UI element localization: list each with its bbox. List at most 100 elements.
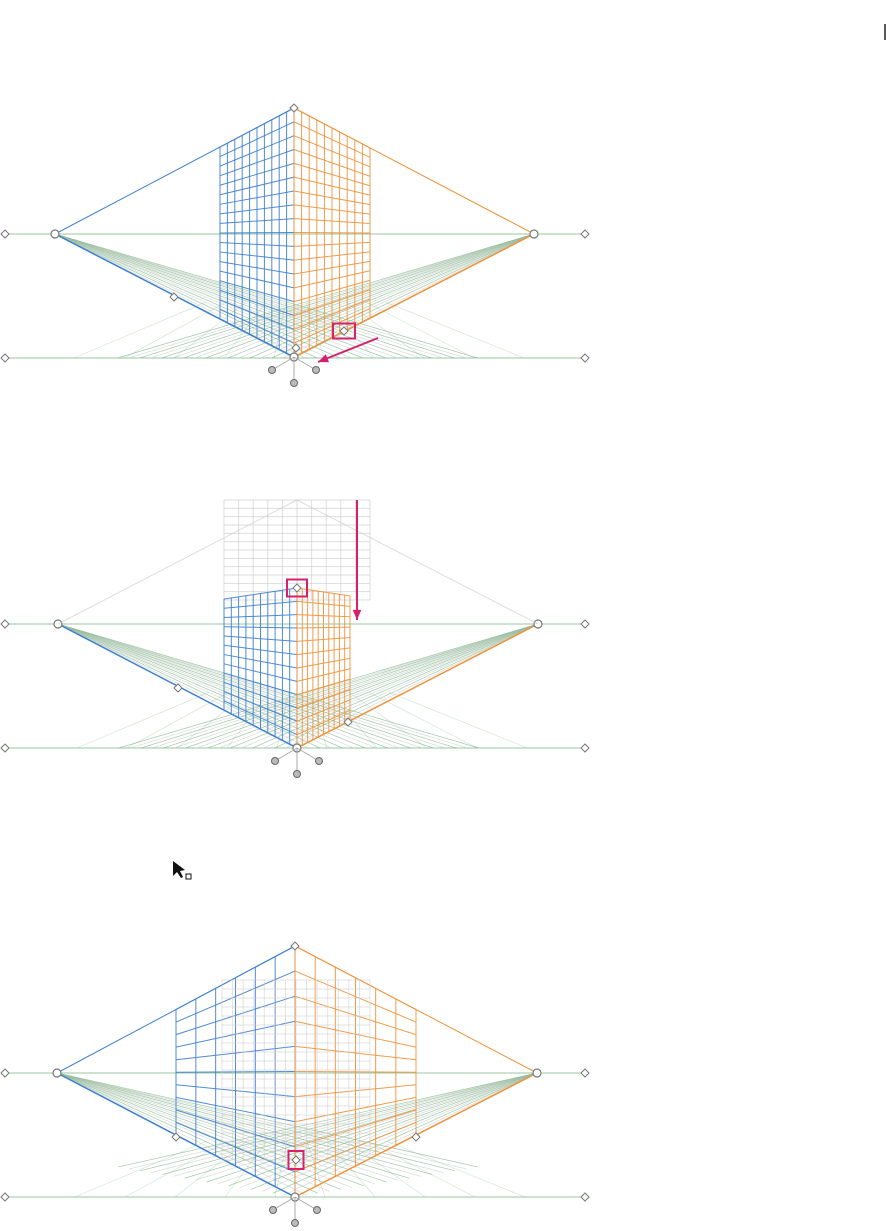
arrow-head [352,609,362,620]
handle-diamond [580,1068,590,1078]
grid-line [296,600,351,607]
handle-diamond [173,683,183,693]
grid-line [293,121,371,158]
ground-ray [128,233,535,359]
widget-knob [271,757,279,765]
handle-diamond [0,743,10,753]
ground-line-fine [74,1140,208,1198]
ground-ray [196,623,539,749]
ground-ray [172,233,535,359]
ground-ray [285,623,539,749]
ground-ray [56,1072,364,1187]
handle-diamond [290,941,300,951]
ground-ray [194,233,535,359]
vanish-ray [57,499,298,625]
ground-line-fine [388,691,528,749]
grid-line [219,280,295,303]
grid-line [294,1134,417,1198]
grid-line [223,635,298,642]
grid-line [293,251,371,261]
ground-ray [183,233,535,359]
handle-diamond [580,619,590,629]
ground-ray [54,233,455,359]
highlight-box [332,322,356,340]
grid-line [293,270,371,289]
handle-circle [532,1068,542,1078]
ground-ray [216,233,535,359]
grid-line [219,299,295,330]
grid-line [296,657,351,669]
grid-line [219,176,295,196]
ground-ray [228,1072,538,1187]
grid-line [294,995,417,1036]
ground-ray [54,233,341,359]
ground-line-fine [325,302,375,359]
handle-diamond [0,619,10,629]
ground-ray [283,1072,538,1196]
ground-ray [272,1072,538,1194]
ground-ray [117,233,535,359]
highlight-box [286,578,308,598]
ground-ray [56,1072,353,1188]
ground-ray [57,623,354,749]
handle-diamond [580,743,590,753]
grid-line [296,709,351,736]
grid-line [296,699,351,722]
ground-ray [57,623,423,749]
grid-line [223,587,298,600]
grid-line [293,190,371,206]
grid-line [223,691,298,722]
ground-ray [56,1072,307,1196]
ground-line-fine [328,692,378,749]
ground-ray [57,623,366,749]
ground-line-fine [124,1140,228,1198]
handle-diamond [292,583,302,593]
widget-knob [313,1206,321,1214]
grid-line [293,135,371,168]
grid-line [293,260,371,275]
ground-ray [57,623,445,749]
ground-ray [54,233,329,359]
ground-ray [218,623,539,749]
ground-ray [206,1072,538,1183]
ground-ray [57,623,400,749]
grid-line [219,121,295,158]
widget-knob [293,770,301,778]
grid-line [219,318,295,358]
ground-line-fine [126,691,230,749]
grid-line [223,672,298,696]
highlight-box [287,1150,305,1170]
grid-line [219,289,295,316]
grid-line [293,107,371,149]
perspective-grid [0,499,590,778]
ground-ray [56,1072,410,1179]
handle-diamond [411,1132,421,1142]
grid-line [219,218,295,224]
grid-line [293,149,371,177]
arrow-shaft [317,337,379,363]
ground-ray [150,233,535,359]
ground-ray [238,233,535,359]
grid-line [219,270,295,289]
ground-ray [263,623,539,749]
widget-knob [312,366,320,374]
grid-line [296,689,351,709]
grid-line [223,709,298,749]
handle-diamond [289,103,299,113]
ground-ray [252,623,539,749]
ground-ray [217,1072,538,1185]
ground-ray [54,233,409,359]
ground-ray [195,1072,538,1181]
handle-diamond [0,229,10,239]
ground-ray [54,233,444,359]
grid-line [223,700,298,736]
ground-ray [163,623,539,749]
ground-line-fine [366,1140,476,1198]
grid-line [223,600,298,609]
grid-line [219,149,295,177]
grid-line [293,162,371,187]
grid-line [294,1045,417,1061]
handle-diamond [343,717,353,727]
ground-ray [54,233,398,359]
